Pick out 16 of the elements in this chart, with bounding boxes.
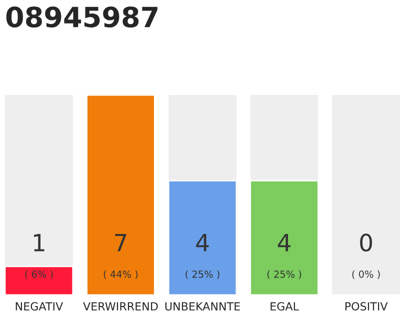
annotation: ( 0% ) bbox=[352, 270, 380, 279]
data-label: 4 bbox=[278, 234, 290, 252]
x-tick-label: POSITIV bbox=[345, 302, 388, 311]
data-label: 4 bbox=[196, 234, 209, 252]
chart-title: 08945987 bbox=[6, 6, 158, 28]
annotation: ( 44% ) bbox=[104, 270, 138, 279]
data-label: 7 bbox=[115, 234, 126, 252]
data-label: 0 bbox=[360, 234, 372, 252]
x-tick-label: UNBEKANNTE bbox=[165, 302, 240, 311]
x-tick-label: VERWIRREND bbox=[83, 302, 158, 310]
annotation: ( 25% ) bbox=[267, 270, 302, 279]
annotation: ( 6% ) bbox=[25, 270, 53, 279]
x-tick-label: EGAL bbox=[270, 302, 299, 311]
data-label: 1 bbox=[34, 234, 44, 252]
x-tick-label: NEGATIV bbox=[16, 302, 64, 311]
annotation: ( 25% ) bbox=[186, 270, 220, 279]
